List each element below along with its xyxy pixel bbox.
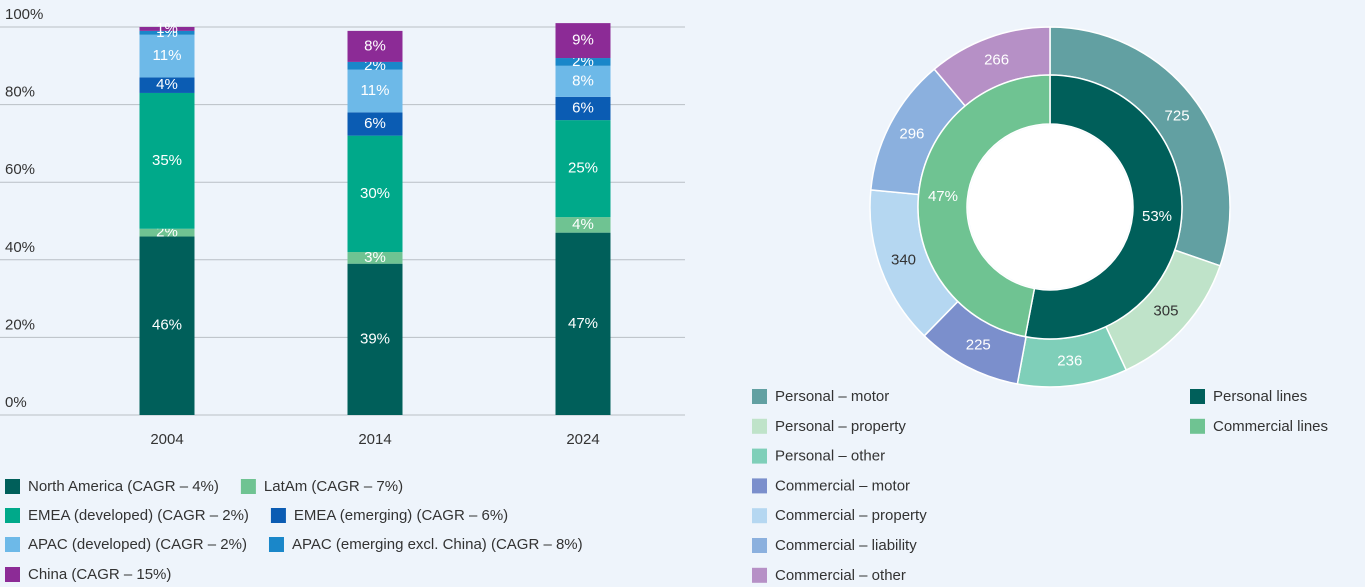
data-label: 225 [966,336,991,353]
legend-label: Commercial – liability [775,537,917,554]
legend-label: Commercial – other [775,567,906,584]
legend-swatch [240,479,256,494]
y-tick-label: 20% [5,316,35,333]
donut-slice [917,74,1051,338]
data-label: 725 [1165,107,1190,124]
y-tick-label: 100% [5,6,43,23]
data-label: 4% [572,216,594,233]
bar-segment [555,232,611,415]
bar-segment [555,217,611,233]
data-label: 340 [891,252,916,269]
bar-segment [347,112,403,136]
legend-label: APAC (emerging excl. China) (CAGR – 8%) [292,536,583,553]
data-label: 8% [364,37,386,54]
bar-segment [139,228,195,237]
data-label: 266 [984,51,1009,68]
data-label: 11% [153,47,182,64]
data-label: 46% [152,317,182,334]
data-label: 6% [364,115,386,132]
bar-segment [347,30,403,62]
legend-swatch [5,508,20,523]
y-tick-label: 80% [5,84,35,101]
data-label: 4% [156,76,178,93]
y-tick-label: 0% [5,394,27,411]
legend-swatch [270,508,286,523]
legend-label: EMEA (emerging) (CAGR – 6%) [294,507,508,524]
data-label: 47% [568,315,598,332]
legend-label: China (CAGR – 15%) [28,566,171,583]
legend-label: Personal – property [775,418,906,435]
bar-segment [555,120,611,218]
bar-segment [139,92,195,229]
data-label: 47% [928,188,958,205]
data-label: 25% [568,160,598,177]
bar-segment [555,23,611,59]
legend-swatch [752,418,767,434]
legend-swatch [1190,418,1205,434]
legend-swatch [1190,389,1205,404]
bar-segment [139,30,195,35]
legend-swatch [5,567,20,582]
x-tick-label: 2014 [358,431,391,448]
legend-label: North America (CAGR – 4%) [28,478,219,495]
bar-segment [139,236,195,415]
legend-label: APAC (developed) (CAGR – 2%) [28,536,247,553]
legend-label: Personal – motor [775,388,889,405]
data-label: 305 [1153,302,1178,319]
y-tick-label: 40% [5,239,35,256]
bar-segment [347,252,403,264]
bar-segment [139,77,195,93]
legend-swatch [5,479,20,494]
legend-swatch [752,448,767,464]
bar-segment [347,263,403,415]
data-label: 30% [360,185,390,202]
legend-label: EMEA (developed) (CAGR – 2%) [28,507,249,524]
bar-segment [347,61,403,70]
bar-segment [555,96,611,121]
legend-swatch [268,537,284,552]
legend-swatch [752,567,767,583]
legend-swatch [752,508,767,524]
data-label: 8% [572,72,594,89]
data-label: 6% [572,99,594,116]
legend-label: LatAm (CAGR – 7%) [264,478,403,495]
x-tick-label: 2004 [150,431,183,448]
legend-swatch [752,478,767,494]
bar-segment [555,65,611,97]
bar-segment [139,27,195,31]
legend-swatch [752,538,767,553]
legend-label: Personal – other [775,448,885,465]
data-label: 296 [899,125,924,142]
donut-slice [1024,74,1183,340]
legend-swatch [752,389,767,404]
x-tick-label: 2024 [566,431,599,448]
data-label: 11% [361,82,390,99]
bar-segment [555,58,611,66]
legend-label: Commercial lines [1213,418,1328,435]
data-label: 53% [1142,208,1172,225]
data-label: 39% [360,330,390,347]
donut-hole [968,125,1132,289]
data-label: 35% [152,152,182,169]
data-label: 3% [364,249,386,266]
data-label: 236 [1057,353,1082,370]
legend-label: Personal lines [1213,388,1307,405]
bar-segment [347,135,403,253]
y-tick-label: 60% [5,161,35,178]
data-label: 9% [572,32,594,49]
data-label: 1% [156,20,178,37]
bar-segment [139,34,195,78]
legend-swatch [5,537,20,552]
bar-segment [347,69,403,113]
legend-label: Commercial – property [775,507,927,524]
legend-label: Commercial – motor [775,477,910,494]
